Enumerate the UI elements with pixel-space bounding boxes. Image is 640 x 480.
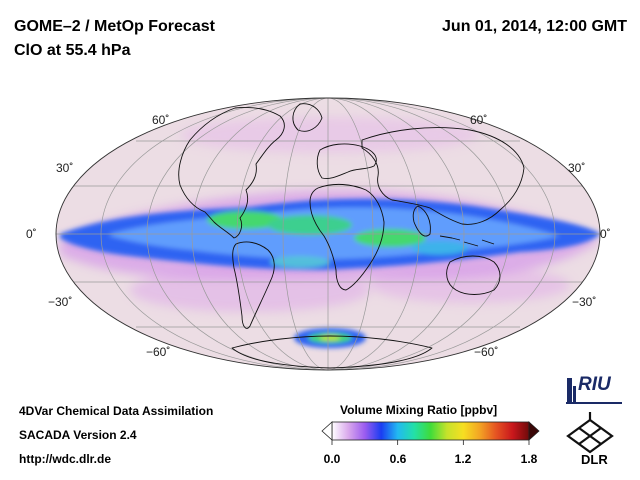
colorbar-min-arrow — [321, 421, 333, 441]
cyan-patch — [412, 241, 468, 255]
meridian-30 — [282, 98, 374, 370]
green-core-west — [207, 211, 283, 229]
south-america-coast — [232, 241, 275, 329]
dlr-logo: DLR — [581, 452, 608, 467]
colorbar-tick-label: 1.8 — [520, 452, 538, 466]
dlr-logo-mark — [566, 412, 614, 454]
europe-coast — [316, 143, 377, 179]
australia-coast — [446, 255, 501, 295]
colorbar-title: Volume Mixing Ratio [ppbv] — [340, 403, 498, 417]
map-title: GOME–2 / MetOp Forecast — [14, 18, 215, 35]
lat-label-30s-left: −30˚ — [48, 295, 72, 309]
coastlines — [178, 103, 525, 369]
lat-label-30n-left: 30˚ — [56, 161, 73, 175]
colorbar-tick-label: 0.6 — [389, 452, 407, 466]
meridian-90 — [191, 98, 465, 370]
antarctic-yellow — [320, 335, 340, 341]
meridian-120 — [146, 98, 510, 370]
asia-coast — [361, 127, 525, 225]
colorbar-max-arrow — [528, 421, 540, 441]
lat-label-60n-left: 60˚ — [152, 113, 169, 127]
species-level-title: ClO at 55.4 hPa — [14, 42, 131, 59]
meridian-150 — [100, 98, 556, 370]
graticule — [56, 98, 600, 370]
green-core-central — [268, 215, 352, 235]
lat-label-60s-left: −60˚ — [146, 345, 170, 359]
riu-logo-mark — [566, 378, 622, 404]
sh-pink-patch — [130, 268, 370, 312]
footer-link-url[interactable]: http://wdc.dlr.de — [19, 452, 111, 466]
lat-label-60n-right: 60˚ — [470, 113, 487, 127]
forecast-datetime: Jun 01, 2014, 12:00 GMT — [442, 18, 627, 35]
lat-label-30n-right: 30˚ — [568, 161, 585, 175]
colorbar-scale — [331, 421, 530, 441]
colorbar-tick-label: 0.0 — [323, 452, 341, 466]
colorbar-tick-label: 1.2 — [454, 452, 472, 466]
lat-label-30s-right: −30˚ — [572, 295, 596, 309]
footer-line-version: SACADA Version 2.4 — [19, 428, 137, 442]
lat-label-0-right: 0˚ — [600, 227, 611, 241]
latitude-labels: 60˚ 60˚ 30˚ 30˚ 0˚ 0˚ −30˚ −30˚ −60˚ −60… — [26, 113, 611, 359]
north-america-coast — [178, 107, 285, 239]
footer-line-method: 4DVar Chemical Data Assimilation — [19, 404, 214, 418]
riu-logo: RIU — [578, 374, 611, 395]
greenland-coast — [292, 103, 323, 132]
indonesia-coast — [439, 235, 495, 247]
colorbar — [321, 421, 540, 445]
green-core-east — [354, 229, 426, 247]
lat-label-60s-right: −60˚ — [474, 345, 498, 359]
antarctica-coast — [231, 335, 433, 369]
nh-pink-patch — [180, 117, 480, 153]
globe-outline — [55, 97, 601, 371]
india-coast — [412, 205, 431, 237]
lat-label-0-left: 0˚ — [26, 227, 37, 241]
africa-coast — [309, 183, 385, 291]
teal-patch — [270, 256, 330, 268]
meridian-60 — [236, 98, 420, 370]
